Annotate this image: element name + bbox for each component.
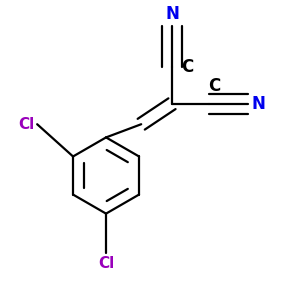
Text: N: N bbox=[251, 95, 265, 113]
Text: N: N bbox=[165, 5, 179, 23]
Text: Cl: Cl bbox=[18, 117, 34, 132]
Text: C: C bbox=[208, 77, 221, 95]
Text: Cl: Cl bbox=[98, 256, 114, 271]
Text: C: C bbox=[181, 58, 193, 76]
